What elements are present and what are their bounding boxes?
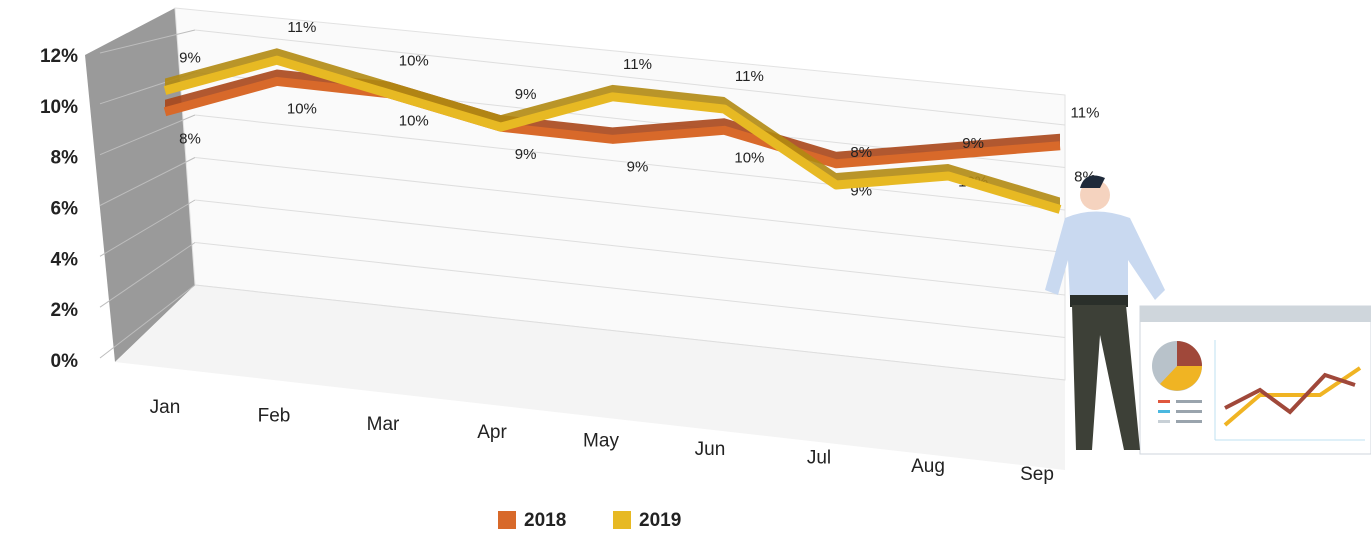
illustration xyxy=(1045,175,1371,455)
grid-line xyxy=(194,284,1066,381)
x-tick-label: Jul xyxy=(807,447,831,468)
floor xyxy=(115,285,1065,470)
grid-line xyxy=(99,199,196,257)
line xyxy=(163,55,1062,214)
legend-swatch xyxy=(613,511,631,529)
grid-line xyxy=(194,242,1066,338)
legend-label: 2019 xyxy=(639,510,681,531)
grid-line xyxy=(194,157,1066,253)
y-tick-label: 8% xyxy=(51,148,79,169)
x-tick-label: Apr xyxy=(477,422,507,443)
data-label: 10% xyxy=(399,53,429,70)
x-tick-label: Jun xyxy=(695,439,726,460)
x-tick-label: May xyxy=(583,431,619,452)
grid-line xyxy=(194,29,1066,126)
data-label: 10% xyxy=(287,100,317,117)
legend-swatch xyxy=(498,511,516,529)
grid-line xyxy=(194,199,1066,296)
data-label: 9% xyxy=(515,86,537,103)
grid-line xyxy=(194,114,1066,211)
y-tick-label: 4% xyxy=(51,249,79,270)
x-tick-label: Feb xyxy=(258,405,291,426)
data-label: 11% xyxy=(623,56,652,73)
ribbon-face xyxy=(165,48,1060,210)
y-tick-label: 0% xyxy=(51,351,79,372)
data-label: 11% xyxy=(735,68,764,85)
data-label: 9% xyxy=(962,135,984,152)
data-label: 10% xyxy=(734,149,764,166)
grid-line xyxy=(99,242,196,308)
y-tick-label: 10% xyxy=(40,97,78,118)
y-tick-label: 2% xyxy=(51,300,79,321)
grid-line xyxy=(99,114,196,156)
y-tick-label: 6% xyxy=(51,199,79,220)
legend-label: 2018 xyxy=(524,510,566,531)
data-label: 8% xyxy=(850,144,872,161)
x-tick-label: Aug xyxy=(911,456,945,477)
data-label: 9% xyxy=(627,158,649,175)
x-tick-label: Jan xyxy=(150,397,181,418)
x-tick-label: Mar xyxy=(367,414,400,435)
data-label: 11% xyxy=(287,19,316,36)
data-label: 8% xyxy=(179,131,201,148)
line xyxy=(163,76,1061,169)
grid-line xyxy=(99,157,196,206)
y-tick-label: 12% xyxy=(40,46,78,67)
grid-line xyxy=(99,29,196,54)
data-label: 9% xyxy=(179,49,201,66)
x-tick-label: Sep xyxy=(1020,464,1054,485)
data-label: 9% xyxy=(515,146,537,163)
grid-line xyxy=(99,284,196,359)
data-label: 11% xyxy=(1071,105,1100,122)
data-label: 10% xyxy=(399,113,429,130)
